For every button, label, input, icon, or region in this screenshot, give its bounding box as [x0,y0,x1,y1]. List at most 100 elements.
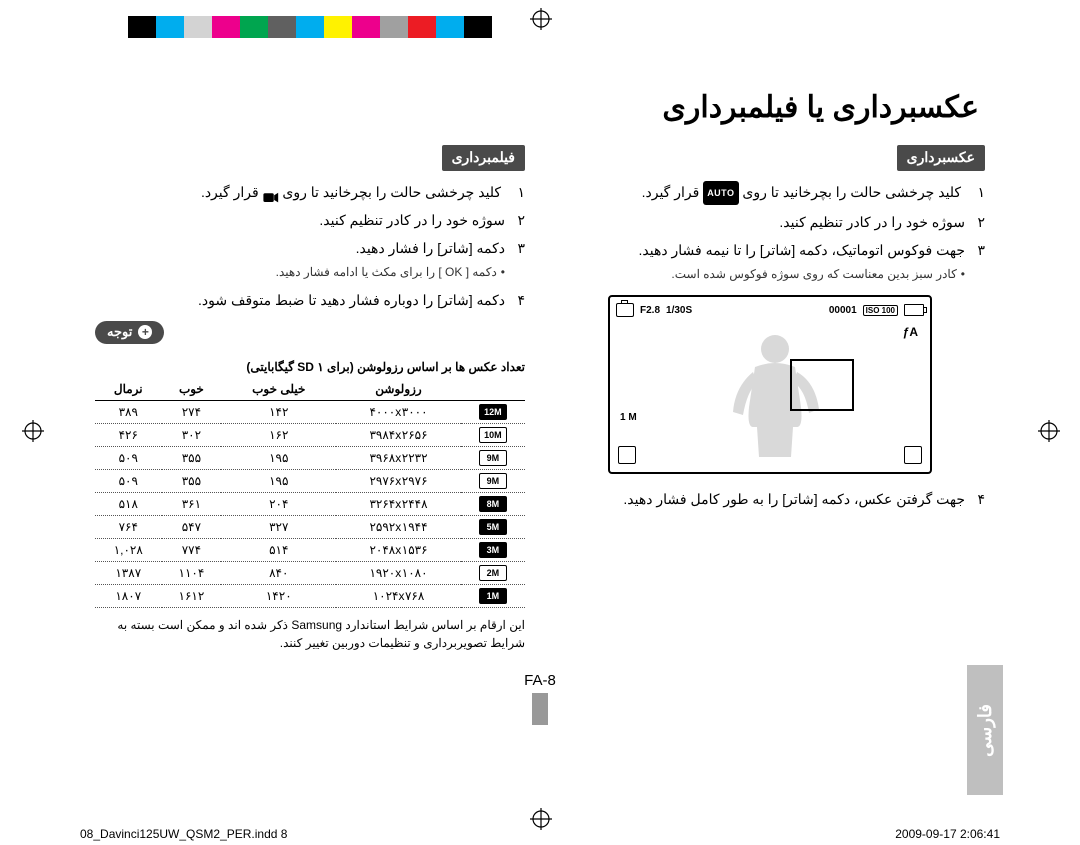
color-swatch [240,16,268,38]
cell-superfine: ۱۴۲۰ [221,585,336,608]
lcd-corner-icon [618,446,636,464]
flash-auto-icon: ƒA [903,325,918,339]
cell-fine: ۳۵۵ [162,470,222,493]
cell-fine: ۵۴۷ [162,516,222,539]
color-swatch [212,16,240,38]
lcd-corner-icon [904,446,922,464]
step-text: قرار گیرد. [201,184,259,200]
cell-icon: 3M [461,539,525,562]
cell-icon: 10M [461,424,525,447]
cell-superfine: ۱۴۲ [221,401,336,424]
table-row: 8M۳۲۶۴x۲۴۴۸۲۰۴۳۶۱۵۱۸ [95,493,525,516]
table-column-header: خوب [162,378,222,401]
video-step-3: ۳دکمه [شاتر] را فشار دهید. دکمه [ OK ] ر… [95,237,525,283]
page-content: عکسبرداری یا فیلمبرداری فیلمبرداری ۱ کلی… [95,80,985,800]
auto-mode-icon: AUTO [703,181,738,205]
registration-mark-icon [1038,420,1060,442]
cell-normal: ۴۲۶ [95,424,162,447]
table-row: 3M۲۰۴۸x۱۵۳۶۵۱۴۷۷۴۱,۰۲۸ [95,539,525,562]
table-row: 2M۱۹۲۰x۱۰۸۰۸۴۰۱۱۰۴۱۳۸۷ [95,562,525,585]
photo-steps: ۱ کلید چرخشی حالت را بچرخانید تا روی AUT… [555,181,985,285]
resolution-icon: 1M [479,588,507,604]
cell-fine: ۳۰۲ [162,424,222,447]
cell-fine: ۷۷۴ [162,539,222,562]
cell-normal: ۷۶۴ [95,516,162,539]
color-swatch [156,16,184,38]
lcd-preview: F2.8 1/30S 00001 ISO 100 ƒA 1 M [608,295,932,474]
page-title: عکسبرداری یا فیلمبرداری [95,90,985,125]
color-swatch [380,16,408,38]
camera-mode-icon [616,303,634,317]
cell-normal: ۳۸۹ [95,401,162,424]
table-row: 9M۲۹۷۶x۲۹۷۶۱۹۵۳۵۵۵۰۹ [95,470,525,493]
battery-icon [904,304,924,316]
af-focus-box [790,359,854,411]
cell-resolution: ۳۲۶۴x۲۴۴۸ [336,493,461,516]
note-label: توجه [107,324,132,340]
table-column-header: خیلی خوب [221,378,336,401]
color-swatch [184,16,212,38]
photo-step-3: ۳جهت فوکوس اتوماتیک، دکمه [شاتر] را تا ن… [555,239,985,285]
cell-fine: ۳۶۱ [162,493,222,516]
cell-superfine: ۱۹۵ [221,447,336,470]
photo-step-1: ۱ کلید چرخشی حالت را بچرخانید تا روی AUT… [555,181,985,205]
cell-icon: 8M [461,493,525,516]
table-caption: تعداد عکس ها بر اساس رزولوشن (برای SD ۱ … [95,360,525,374]
step-text: جهت گرفتن عکس، دکمه [شاتر] را به طور کام… [623,491,965,507]
step-text: سوژه خود را در کادر تنظیم کنید. [779,214,965,230]
color-swatch [408,16,436,38]
lcd-shutter: 1/30S [666,305,692,316]
cell-resolution: ۴۰۰۰x۳۰۰۰ [336,401,461,424]
photo-step-4: ۴جهت گرفتن عکس، دکمه [شاتر] را به طور کا… [555,488,985,510]
video-step-1: ۱ کلید چرخشی حالت را بچرخانید تا روی قرا… [95,181,525,203]
section-heading-video: فیلمبرداری [442,145,525,171]
cell-icon: 9M [461,470,525,493]
cell-superfine: ۲۰۴ [221,493,336,516]
cell-resolution: ۲۵۹۲x۱۹۴۴ [336,516,461,539]
page-number-bar [532,693,548,725]
table-row: 1M۱۰۲۴x۷۶۸۱۴۲۰۱۶۱۲۱۸۰۷ [95,585,525,608]
cell-icon: 1M [461,585,525,608]
cell-resolution: ۲۰۴۸x۱۵۳۶ [336,539,461,562]
capacity-table: رزولوشنخیلی خوبخوبنرمال 12M ۴۰۰۰x۳۰۰۰۱۴۲ ۲… [95,378,525,608]
plus-icon: + [138,325,152,339]
cell-icon: 12M [461,401,525,424]
lcd-aperture: F2.8 [640,305,660,316]
resolution-icon: 12M [479,404,507,420]
table-row: 5M۲۵۹۲x۱۹۴۴۳۲۷۵۴۷۷۶۴ [95,516,525,539]
movie-mode-icon [263,187,279,199]
video-steps: ۱ کلید چرخشی حالت را بچرخانید تا روی قرا… [95,181,525,311]
table-row: 10M۳۹۸۴x۲۶۵۶۱۶۲۳۰۲۴۲۶ [95,424,525,447]
table-column-header: رزولوشن [336,378,461,401]
step-text: دکمه [شاتر] را فشار دهید. [356,240,505,256]
table-column-header: نرمال [95,378,162,401]
resolution-icon: 9M [479,473,507,489]
cell-normal: ۵۱۸ [95,493,162,516]
cell-icon: 2M [461,562,525,585]
column-videography: فیلمبرداری ۱ کلید چرخشی حالت را بچرخانید… [95,145,525,652]
cell-normal: ۱۳۸۷ [95,562,162,585]
color-swatch [352,16,380,38]
note-badge: + توجه [95,321,164,344]
cell-fine: ۱۱۰۴ [162,562,222,585]
step-substep: دکمه [ OK ] را برای مکث یا ادامه فشار ده… [95,261,505,283]
step-text: کلید چرخشی حالت را بچرخانید تا روی [742,184,961,200]
step-text: قرار گیرد. [642,184,700,200]
cell-resolution: ۱۹۲۰x۱۰۸۰ [336,562,461,585]
cell-superfine: ۵۱۴ [221,539,336,562]
color-swatch [128,16,156,38]
lcd-iso: ISO 100 [863,305,898,316]
cell-superfine: ۳۲۷ [221,516,336,539]
step-substep: کادر سبز بدین معناست که روی سوژه فوکوس ش… [555,263,965,285]
cell-superfine: ۱۹۵ [221,470,336,493]
cell-normal: ۱,۰۲۸ [95,539,162,562]
cell-icon: 9M [461,447,525,470]
cell-superfine: ۸۴۰ [221,562,336,585]
lcd-status-bar: F2.8 1/30S 00001 ISO 100 [616,301,924,319]
manual-page: عکسبرداری یا فیلمبرداری فیلمبرداری ۱ کلی… [0,0,1080,845]
table-row: 9M۳۹۶۸x۲۲۳۲۱۹۵۳۵۵۵۰۹ [95,447,525,470]
column-photography: عکسبرداری ۱ کلید چرخشی حالت را بچرخانید … [555,145,985,652]
color-swatch [324,16,352,38]
photo-step-2: ۲سوژه خود را در کادر تنظیم کنید. [555,211,985,233]
color-swatch [268,16,296,38]
